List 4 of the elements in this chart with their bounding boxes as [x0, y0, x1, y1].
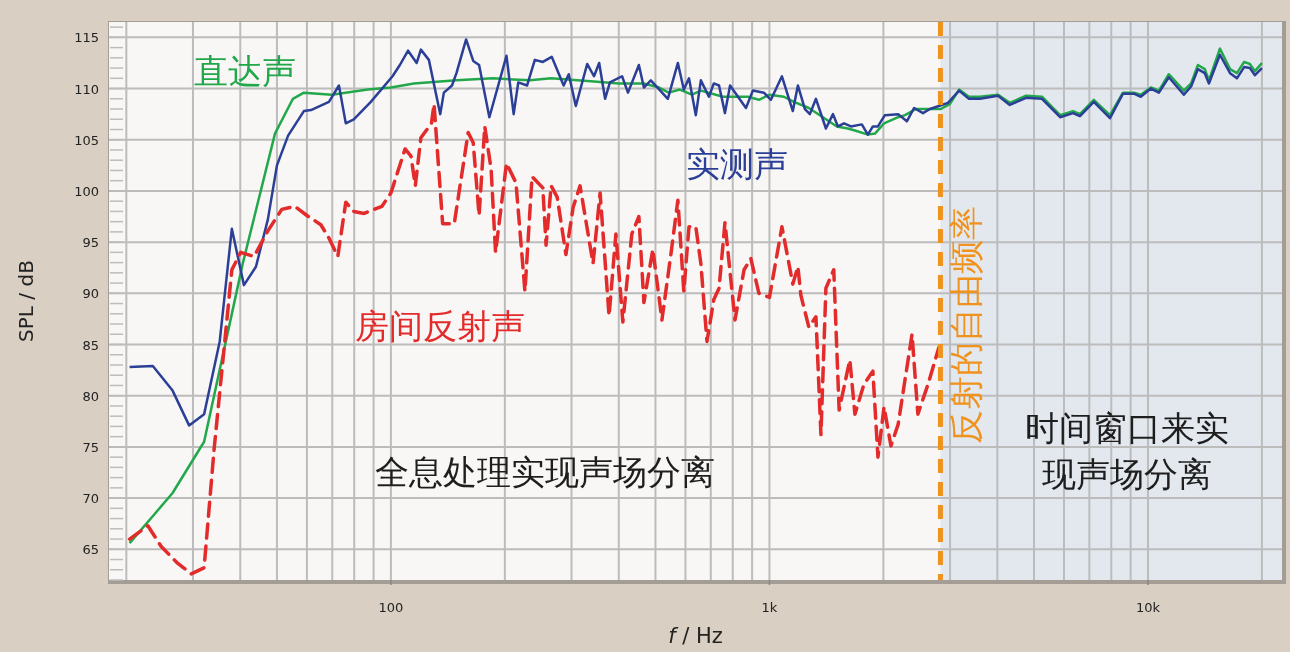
- ylabel: SPL / dB: [14, 260, 38, 342]
- annotation: 时间窗口来实现声场分离: [1025, 408, 1229, 494]
- xlabel: f / Hz: [668, 624, 723, 648]
- annotation: 全息处理实现声场分离: [375, 452, 715, 492]
